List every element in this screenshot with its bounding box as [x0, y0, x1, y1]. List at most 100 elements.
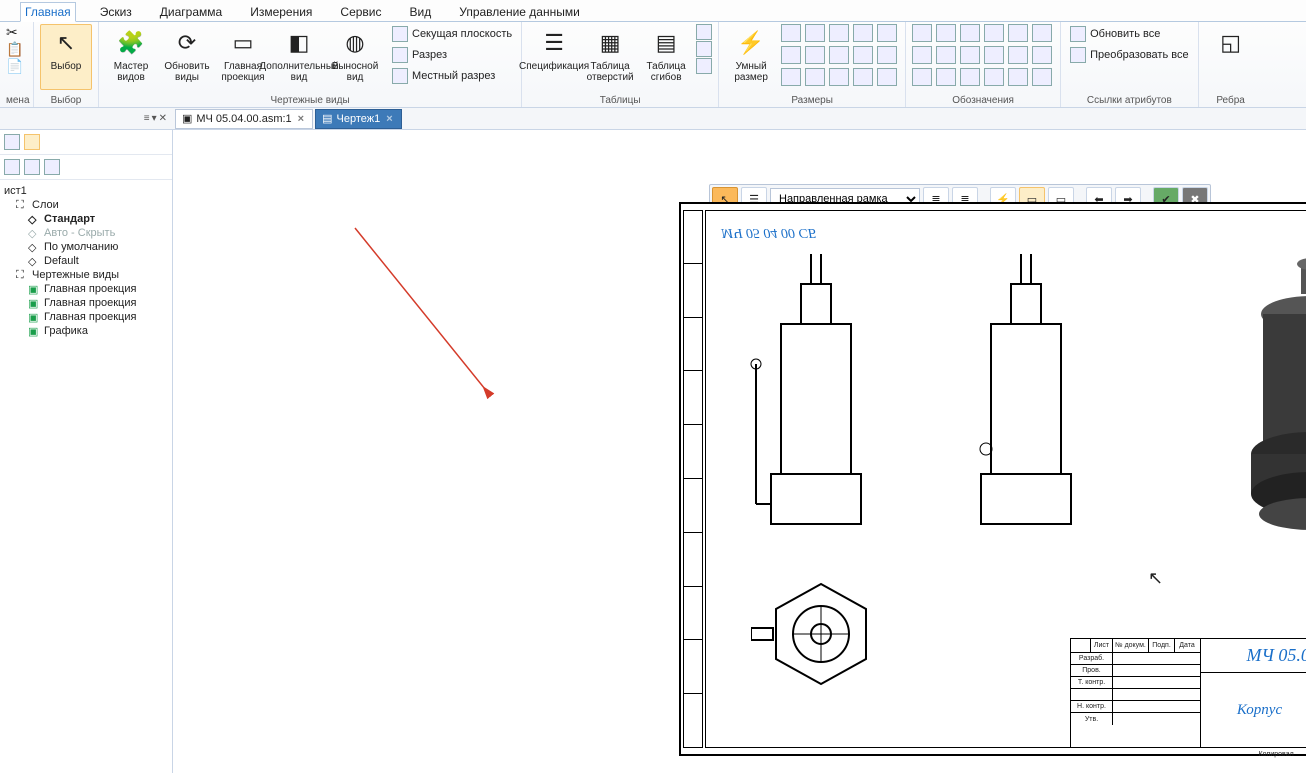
smart-dim-button[interactable]: ⚡Умный размер [725, 24, 777, 90]
annot-icon[interactable] [1008, 46, 1028, 64]
annot-icon[interactable] [912, 24, 932, 42]
lbl: Обновить виды [164, 61, 210, 83]
detail-view-button[interactable]: ◍Выносной вид [329, 24, 381, 90]
tree-layer[interactable]: ◇По умолчанию [2, 240, 170, 254]
select-button[interactable]: ↖ Выбор [40, 24, 92, 90]
menu-item-diagram[interactable]: Диаграмма [156, 3, 226, 21]
dim-icon[interactable] [829, 24, 849, 42]
panel-tool-icon[interactable] [44, 159, 60, 175]
annot-icon[interactable] [1032, 68, 1052, 86]
layer-icon: ◇ [28, 255, 40, 267]
pin-icon[interactable]: ≡ [144, 113, 150, 124]
annot-icon[interactable] [1032, 24, 1052, 42]
dim-icon[interactable] [805, 46, 825, 64]
annot-icon[interactable] [912, 68, 932, 86]
menu-item-measure[interactable]: Измерения [246, 3, 316, 21]
bend-table-button[interactable]: ▤Таблица сгибов [640, 24, 692, 90]
annot-icon[interactable] [1008, 68, 1028, 86]
menu-item-view[interactable]: Вид [406, 3, 436, 21]
doc-tab-asm[interactable]: ▣ МЧ 05.04.00.asm:1 × [175, 109, 313, 129]
panel-tab-icon[interactable] [4, 134, 20, 150]
drawing-sheet[interactable]: МЧ 05 04 00 СБ [679, 202, 1306, 756]
lbl: Спецификация [519, 61, 589, 72]
panel-tab-icon[interactable] [24, 134, 40, 150]
lbl: Разрез [412, 49, 447, 61]
bom-icon: ☰ [538, 27, 570, 59]
aux-view-button[interactable]: ◧Дополнительный вид [273, 24, 325, 90]
annot-icon[interactable] [960, 46, 980, 64]
dim-icon[interactable] [877, 68, 897, 86]
close-icon[interactable]: × [384, 113, 394, 125]
panel-tool-icon[interactable] [4, 159, 20, 175]
annot-icon[interactable] [984, 68, 1004, 86]
cut-icon[interactable]: ✂ [6, 24, 22, 40]
dropdown-icon[interactable]: ▾ [152, 113, 157, 124]
dim-icon[interactable] [829, 46, 849, 64]
tree-root[interactable]: ист1 [2, 184, 170, 198]
hdr-ndoc: № докум. [1113, 639, 1149, 652]
annot-icon[interactable] [960, 24, 980, 42]
paste-icon[interactable]: 📄 [6, 58, 22, 74]
tree-view[interactable]: ▣Графика [2, 324, 170, 338]
tree-view[interactable]: ▣Главная проекция [2, 282, 170, 296]
menu-item-main[interactable]: Главная [20, 2, 76, 22]
annot-icon[interactable] [984, 24, 1004, 42]
annot-icon[interactable] [936, 24, 956, 42]
table-mini-icon[interactable] [696, 41, 712, 57]
dim-icon[interactable] [853, 68, 873, 86]
tree-view[interactable]: ▣Главная проекция [2, 310, 170, 324]
dim-icon[interactable] [781, 24, 801, 42]
annot-icon[interactable] [1008, 24, 1028, 42]
panel-tool-icon[interactable] [24, 159, 40, 175]
close-icon[interactable]: × [296, 113, 306, 125]
drawing-canvas[interactable]: ↖ ☰ Направленная рамка ≣ ≣ ⚡ ▭ ▭ ⬅ ➡ ✔ ✖ [173, 130, 1306, 773]
table-mini-icon[interactable] [696, 58, 712, 74]
view-wizard-button[interactable]: 🧩Мастер видов [105, 24, 157, 90]
annot-icon[interactable] [960, 68, 980, 86]
doc-tab-draft[interactable]: ▤ Чертеж1 × [315, 109, 402, 129]
top-view[interactable] [751, 574, 891, 714]
isometric-view[interactable] [1231, 254, 1306, 544]
tree-layer[interactable]: ◇Default [2, 254, 170, 268]
hdr-date: Дата [1175, 639, 1199, 652]
dim-icon[interactable] [805, 68, 825, 86]
dim-icon[interactable] [829, 68, 849, 86]
edges-button[interactable]: ◱ [1205, 24, 1257, 90]
dim-icon[interactable] [877, 46, 897, 64]
menu-item-sketch[interactable]: Эскиз [96, 3, 136, 21]
dim-icon[interactable] [853, 24, 873, 42]
table-mini-icon[interactable] [696, 24, 712, 40]
bom-button[interactable]: ☰Спецификация [528, 24, 580, 90]
hole-table-button[interactable]: ▦Таблица отверстий [584, 24, 636, 90]
cut-plane-button[interactable]: Секущая плоскость [389, 24, 515, 44]
front-view[interactable] [741, 254, 891, 554]
convert-all-link[interactable]: Преобразовать все [1067, 45, 1191, 65]
title-code: МЧ 05.04.00 СБ [1246, 645, 1306, 666]
section-button[interactable]: Разрез [389, 45, 515, 65]
side-view[interactable] [961, 254, 1091, 554]
update-views-button[interactable]: ⟳Обновить виды [161, 24, 213, 90]
tree-layer[interactable]: ◇Авто - Скрыть [2, 226, 170, 240]
copy-icon[interactable]: 📋 [6, 41, 22, 57]
title-block[interactable]: Лист № докум. Подп. Дата Разраб. Пров. Т… [1070, 638, 1306, 748]
tree-view[interactable]: ▣Главная проекция [2, 296, 170, 310]
update-all-link[interactable]: Обновить все [1067, 24, 1191, 44]
tree-layer[interactable]: ◇Стандарт [2, 212, 170, 226]
annot-icon[interactable] [984, 46, 1004, 64]
dim-icon[interactable] [877, 24, 897, 42]
annot-icon[interactable] [912, 46, 932, 64]
annot-icon[interactable] [936, 68, 956, 86]
dim-icon[interactable] [853, 46, 873, 64]
dim-icon[interactable] [781, 68, 801, 86]
menu-item-service[interactable]: Сервис [336, 3, 385, 21]
dim-icon[interactable] [781, 46, 801, 64]
panel-controls: ≡ ▾ ✕ [0, 113, 173, 124]
local-section-button[interactable]: Местный разрез [389, 66, 515, 86]
tree-layers[interactable]: ⛶Слои [2, 198, 170, 212]
menu-item-data[interactable]: Управление данными [455, 3, 584, 21]
annot-icon[interactable] [936, 46, 956, 64]
dim-icon[interactable] [805, 24, 825, 42]
tree-views[interactable]: ⛶Чертежные виды [2, 268, 170, 282]
close-panel-icon[interactable]: ✕ [159, 113, 167, 124]
annot-icon[interactable] [1032, 46, 1052, 64]
